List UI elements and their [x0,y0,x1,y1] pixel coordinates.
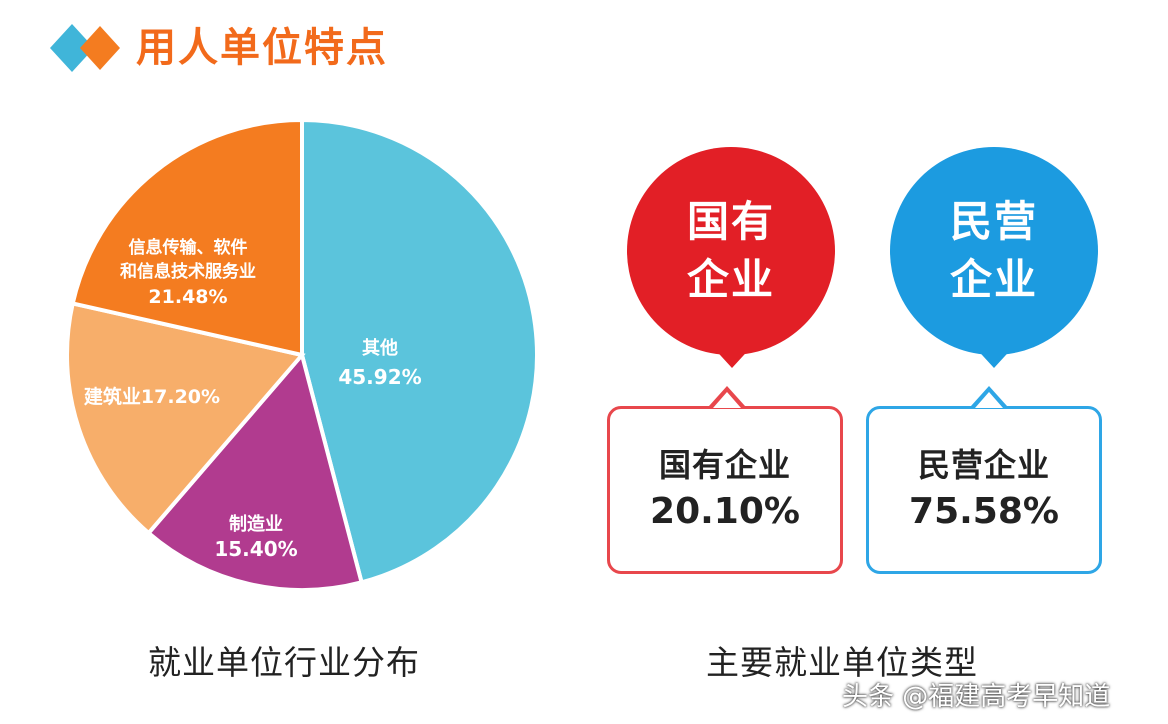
soe-bubble: 国有 企业 [627,147,835,355]
slice-label-construction: 建筑业17.20% [84,385,220,408]
pe-bubble-tail [972,344,1016,368]
pe-bubble-line1: 民营 [949,197,1038,246]
slice-label-other-value: 45.92% [338,365,421,389]
soe-card-value: 20.10% [650,491,800,532]
pie-slice-it [70,117,304,358]
soe-card: 国有企业 20.10% [607,406,843,574]
industry-pie-chart: 其他 45.92% 制造业 15.40% 建筑业17.20% 信息传输、软件 和… [65,117,539,592]
page-header: 用人单位特点 [40,12,520,82]
slice-label-it-line2: 和信息技术服务业 [120,261,256,282]
soe-bubble-tail [710,344,754,368]
page-title: 用人单位特点 [136,25,388,71]
pie-slice-construction [65,301,306,536]
slice-label-other-name: 其他 [362,337,398,359]
pe-card: 民营企业 75.58% [866,406,1102,574]
soe-bubble-line2: 企业 [686,255,775,304]
watermark: 头条 @福建高考早知道 [842,682,1111,712]
slice-label-it-value: 21.48% [148,286,227,308]
diamond-logo-icon [50,24,120,72]
soe-card-label: 国有企业 [658,446,791,484]
pe-bubble: 民营 企业 [890,147,1098,355]
pe-card-label: 民营企业 [917,446,1050,484]
pie-slice-manufacturing [145,350,365,592]
soe-bubble-line1: 国有 [686,197,775,246]
pe-bubble-line2: 企业 [949,255,1038,304]
types-caption: 主要就业单位类型 [706,643,978,682]
pie-caption: 就业单位行业分布 [148,643,420,682]
slice-label-mfg-name: 制造业 [229,513,283,535]
slice-label-mfg-value: 15.40% [214,537,297,561]
pie-slice-other [300,117,539,585]
slice-label-it-line1: 信息传输、软件 [129,237,248,258]
pe-card-value: 75.58% [909,491,1059,532]
